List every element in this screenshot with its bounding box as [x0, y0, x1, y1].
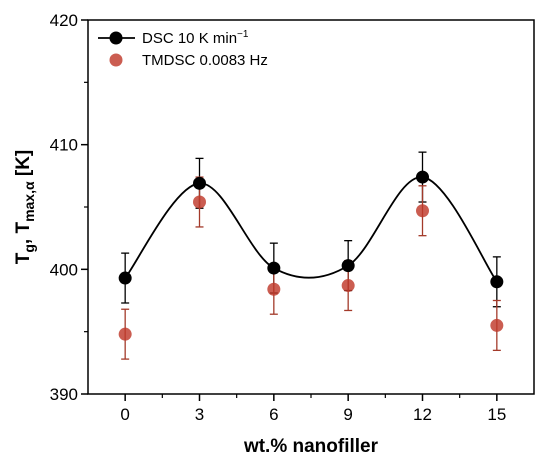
dsc-point — [341, 259, 355, 273]
dsc-point — [193, 176, 206, 190]
dsc-point — [118, 271, 132, 285]
marks-group — [118, 151, 504, 360]
tmdsc-point — [490, 318, 504, 332]
y-axis-title-sub2: max,α — [21, 181, 37, 222]
legend: DSC 10 K min−1 TMDSC 0.0083 Hz — [98, 29, 268, 69]
y-tick-label: 410 — [50, 136, 78, 155]
legend-label-dsc-text: DSC 10 K min — [142, 30, 237, 47]
legend-marker-dsc — [109, 31, 123, 45]
tmdsc-point — [267, 282, 281, 296]
legend-label-dsc: DSC 10 K min−1 — [142, 29, 249, 47]
fit-line-0 — [124, 176, 498, 283]
x-tick-label: 12 — [413, 405, 432, 424]
plot-frame — [87, 19, 535, 395]
y-tick-label: 390 — [50, 385, 78, 404]
tmdsc-point — [118, 327, 132, 341]
fit-group — [124, 176, 498, 283]
y-axis-title-sub1: g — [21, 244, 37, 253]
y-tick-label: 420 — [50, 11, 78, 30]
x-tick-label: 3 — [195, 405, 204, 424]
tmdsc-point — [341, 279, 355, 293]
tmdsc-point — [193, 195, 206, 209]
y-tick-label: 400 — [50, 260, 78, 279]
x-tick-label: 15 — [487, 405, 506, 424]
y-axis-title-unit: [K] — [13, 150, 34, 182]
tmdsc-point — [416, 204, 429, 218]
dsc-point — [267, 261, 281, 275]
x-axis-title: wt.% nanofiller — [243, 436, 379, 457]
ticks-group: 0 3 6 9 12 15 390 400 410 420 — [50, 11, 507, 424]
y-axis-title-sep: , T — [13, 222, 34, 245]
x-tick-label: 0 — [120, 405, 129, 424]
dsc-point — [490, 275, 504, 289]
y-axis-title: Tg, Tmax,α [K] — [13, 150, 37, 265]
legend-label-tmdsc: TMDSC 0.0083 Hz — [142, 52, 268, 69]
dsc-point — [416, 170, 429, 184]
legend-label-dsc-sup: −1 — [237, 29, 249, 40]
y-axis-title-main: T — [13, 252, 34, 264]
x-tick-label: 6 — [269, 405, 278, 424]
legend-marker-tmdsc — [109, 53, 123, 67]
x-tick-label: 9 — [343, 405, 352, 424]
